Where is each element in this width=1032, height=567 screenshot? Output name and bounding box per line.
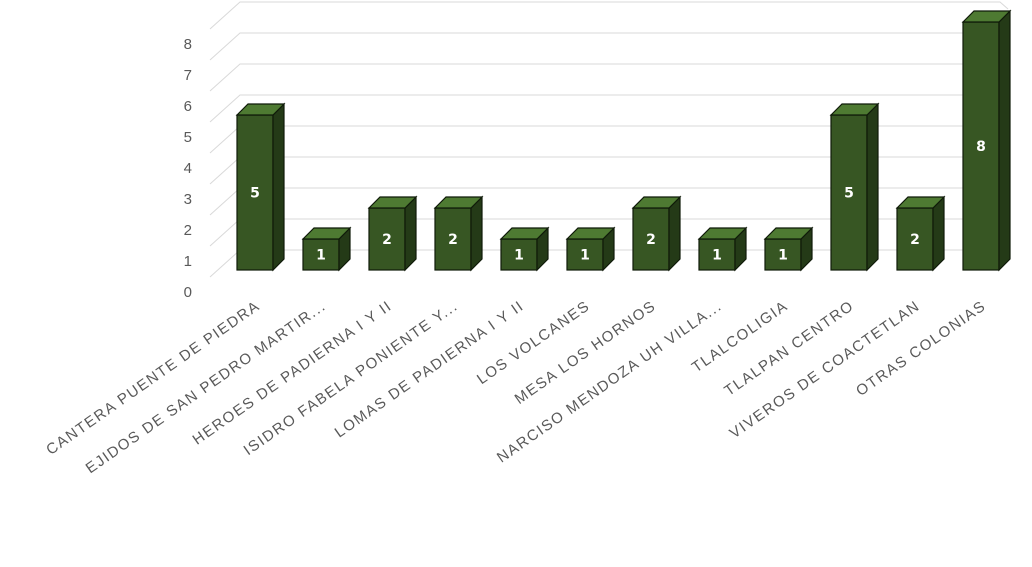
x-tick-label: EJIDOS DE SAN PEDRO MARTIR... xyxy=(83,297,330,477)
data-label: 1 xyxy=(712,248,722,264)
bar-layer: 5 1 2 2 1 1 2 1 1 5 2 8 xyxy=(235,9,1012,272)
bar: 2 xyxy=(631,195,682,272)
bar: 5 xyxy=(829,102,880,272)
data-label: 1 xyxy=(778,248,788,264)
y-axis-ticks: 0 1 2 3 4 5 6 7 8 xyxy=(184,36,192,301)
bar-side xyxy=(272,102,285,272)
gridline xyxy=(209,156,1009,185)
bar-front xyxy=(500,238,538,271)
bar: 2 xyxy=(367,195,418,272)
gridline xyxy=(209,63,1009,92)
bar: 2 xyxy=(433,195,484,272)
grid-layer xyxy=(209,1,1009,278)
gridline xyxy=(209,187,1009,216)
gridline xyxy=(209,1,1009,30)
gridline xyxy=(209,32,1009,61)
x-tick-label: LOS VOLCANES xyxy=(474,297,593,388)
bar: 1 xyxy=(565,226,616,272)
data-label: 1 xyxy=(580,248,590,264)
y-tick-label: 8 xyxy=(184,36,192,53)
y-tick-label: 1 xyxy=(184,253,192,270)
y-tick-label: 7 xyxy=(184,67,192,84)
y-tick-label: 5 xyxy=(184,129,192,146)
gridline xyxy=(209,94,1009,123)
bar-front xyxy=(698,238,736,271)
bar: 2 xyxy=(895,195,946,272)
bar-side xyxy=(470,195,483,272)
bar-front xyxy=(566,238,604,271)
bar-side xyxy=(932,195,945,272)
data-label: 5 xyxy=(844,186,854,202)
bar-top xyxy=(895,196,946,209)
bar-top xyxy=(367,196,418,209)
y-tick-label: 3 xyxy=(184,191,192,208)
data-label: 8 xyxy=(976,139,986,155)
bar-top xyxy=(763,227,814,240)
bar-top xyxy=(499,227,550,240)
data-label: 1 xyxy=(514,248,524,264)
data-label: 1 xyxy=(316,248,326,264)
data-label: 5 xyxy=(250,186,260,202)
y-tick-label: 0 xyxy=(184,284,192,301)
bar-side xyxy=(404,195,417,272)
data-label: 2 xyxy=(646,232,656,248)
bar-top xyxy=(697,227,748,240)
bar: 1 xyxy=(763,226,814,272)
bar: 1 xyxy=(301,226,352,272)
bar-side xyxy=(668,195,681,272)
data-label: 2 xyxy=(910,232,920,248)
bar-top xyxy=(235,103,286,116)
bar-top xyxy=(961,10,1012,23)
bar: 8 xyxy=(961,9,1012,272)
y-tick-label: 2 xyxy=(184,222,192,239)
bar: 5 xyxy=(235,102,286,272)
data-label: 2 xyxy=(382,232,392,248)
bar-top xyxy=(301,227,352,240)
bar-side xyxy=(866,102,879,272)
gridline xyxy=(209,125,1009,154)
bar-top xyxy=(565,227,616,240)
bar-front xyxy=(368,207,406,271)
data-label: 2 xyxy=(448,232,458,248)
bar-top xyxy=(631,196,682,209)
bar-top xyxy=(433,196,484,209)
y-tick-label: 6 xyxy=(184,98,192,115)
bar: 1 xyxy=(499,226,550,272)
bar-front xyxy=(632,207,670,271)
bar-top xyxy=(829,103,880,116)
bar: 1 xyxy=(697,226,748,272)
bar-front xyxy=(302,238,340,271)
bar-side xyxy=(998,9,1011,272)
y-tick-label: 4 xyxy=(184,160,192,177)
